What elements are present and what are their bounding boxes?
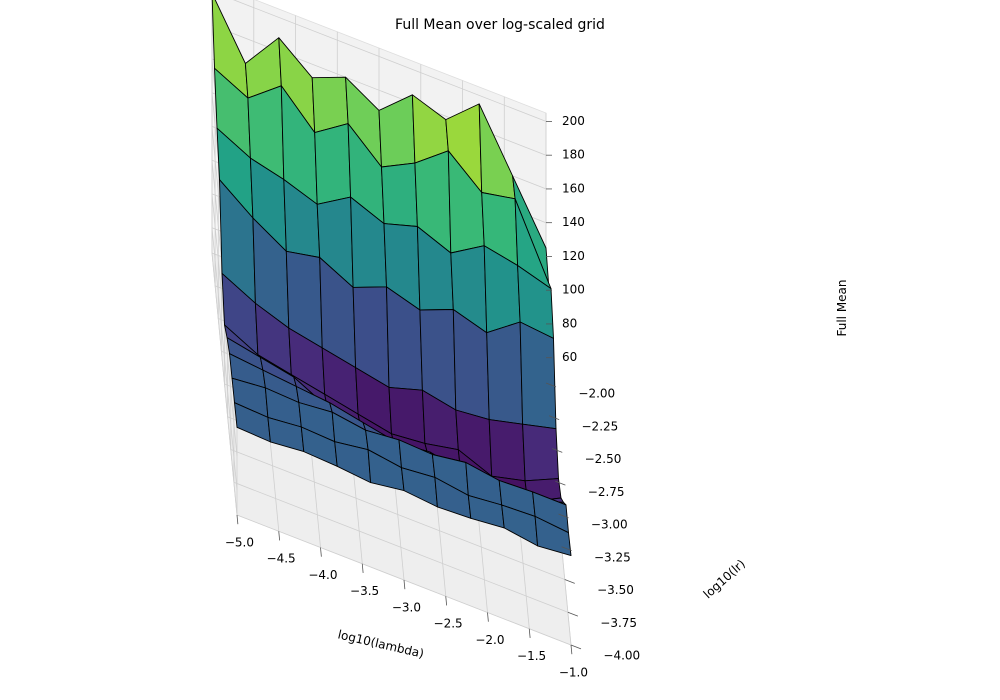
surface-facet bbox=[381, 162, 418, 227]
x-tick-label: −4.0 bbox=[308, 568, 337, 582]
z-tick-label: 160 bbox=[562, 181, 585, 195]
z-tick-label: 100 bbox=[562, 283, 585, 297]
y-tick-label: −2.50 bbox=[585, 452, 622, 466]
x-tick-mark bbox=[236, 514, 239, 525]
x-tick-mark bbox=[278, 531, 281, 541]
surface-facet bbox=[488, 419, 526, 482]
surface-facet bbox=[519, 321, 557, 430]
x-tick-label: −4.5 bbox=[267, 552, 296, 566]
y-tick-mark bbox=[570, 644, 582, 650]
surface-facet bbox=[534, 515, 572, 557]
y-tick-label: −4.00 bbox=[603, 649, 640, 663]
surface-mesh bbox=[211, 0, 572, 557]
tick-marks bbox=[236, 121, 582, 655]
z-axis-label: Full Mean bbox=[835, 279, 849, 336]
z-tick-label: 60 bbox=[562, 350, 577, 364]
x-tick-mark bbox=[570, 644, 573, 655]
y-tick-mark bbox=[558, 513, 569, 519]
y-tick-mark bbox=[552, 448, 563, 453]
x-tick-mark bbox=[487, 612, 489, 622]
y-tick-label: −2.25 bbox=[582, 419, 619, 433]
z-tick-label: 120 bbox=[562, 249, 585, 263]
y-tick-label: −3.75 bbox=[600, 616, 637, 630]
y-tick-label: −3.00 bbox=[591, 518, 628, 532]
y-tick-mark bbox=[561, 546, 572, 552]
x-tick-label: −2.0 bbox=[475, 633, 504, 647]
surface-facet bbox=[314, 123, 352, 205]
y-tick-label: −2.75 bbox=[588, 485, 625, 499]
y-tick-label: −2.00 bbox=[578, 387, 615, 401]
x-tick-mark bbox=[528, 628, 531, 638]
x-tick-mark bbox=[403, 579, 406, 590]
z-tick-label: 140 bbox=[562, 215, 585, 229]
x-tick-label: −3.5 bbox=[350, 584, 379, 598]
x-tick-mark bbox=[361, 563, 364, 573]
surface-facet bbox=[311, 76, 349, 134]
surface-facet bbox=[486, 321, 524, 425]
x-tick-mark bbox=[445, 596, 448, 606]
z-tick-label: 80 bbox=[562, 316, 577, 330]
y-tick-mark bbox=[555, 480, 566, 486]
y-tick-mark bbox=[564, 579, 575, 584]
y-tick-mark bbox=[567, 611, 579, 617]
z-tick-label: 180 bbox=[562, 148, 585, 162]
y-tick-label: −3.25 bbox=[594, 550, 631, 564]
x-tick-label: −1.5 bbox=[517, 649, 546, 663]
surface-facet bbox=[522, 423, 559, 482]
x-tick-label: −3.0 bbox=[392, 600, 421, 614]
y-tick-mark bbox=[548, 415, 560, 421]
x-tick-label: −1.0 bbox=[559, 665, 588, 679]
y-tick-mark bbox=[545, 382, 557, 388]
tick-labels: −5.0 −4.5 −4.0 −3.5 −3.0 −2.5 −2.0 −1.5 −1.0 −4.0… bbox=[225, 114, 640, 680]
z-tick-label: 200 bbox=[562, 114, 585, 128]
x-tick-label: −2.5 bbox=[434, 617, 463, 631]
x-tick-label: −5.0 bbox=[225, 535, 254, 549]
chart-title: Full Mean over log-scaled grid bbox=[395, 17, 605, 33]
y-tick-label: −3.50 bbox=[597, 583, 634, 597]
x-tick-mark bbox=[320, 547, 322, 557]
